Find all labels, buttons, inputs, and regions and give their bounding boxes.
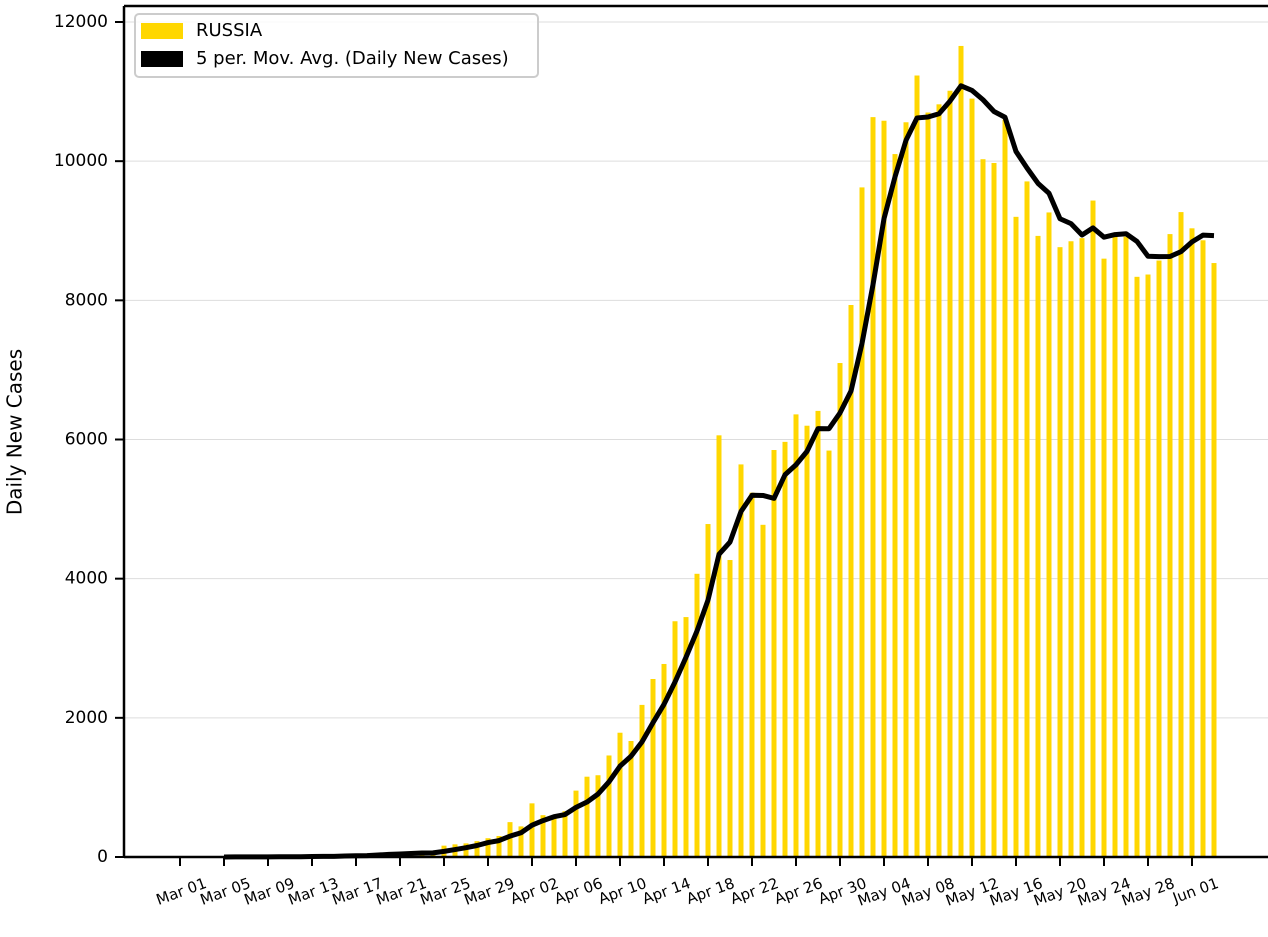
bar: [738, 464, 744, 857]
bar: [1090, 200, 1096, 857]
bar: [1079, 238, 1085, 858]
bar: [771, 450, 777, 857]
bar: [595, 775, 601, 857]
bar: [661, 663, 667, 857]
bar: [870, 117, 876, 858]
bar: [826, 450, 832, 857]
bar: [1024, 181, 1030, 858]
bar: [529, 803, 535, 857]
bar: [507, 822, 513, 857]
bar: [1057, 247, 1063, 857]
bar: [694, 573, 700, 857]
bar: [650, 679, 656, 857]
bar: [914, 75, 920, 857]
y-axis-label: Daily New Cases: [3, 349, 27, 515]
bar: [903, 122, 909, 857]
y-tick-label: 10000: [54, 151, 108, 171]
bar: [606, 755, 612, 857]
bar: [540, 815, 546, 857]
bar: [804, 425, 810, 857]
y-tick-label: 8000: [65, 290, 108, 310]
y-tick-label: 4000: [65, 569, 108, 589]
bar: [1035, 235, 1041, 857]
bar: [672, 621, 678, 857]
legend-swatch: [141, 23, 183, 39]
bar: [980, 159, 986, 858]
bar: [837, 363, 843, 857]
bar: [848, 304, 854, 857]
bar: [1189, 228, 1195, 858]
bar: [1145, 274, 1151, 858]
legend-label: RUSSIA: [196, 20, 263, 41]
bar: [1112, 234, 1118, 857]
y-tick-label: 2000: [65, 708, 108, 728]
bar: [1156, 260, 1162, 858]
bar: [1046, 212, 1052, 857]
bar: [1013, 216, 1019, 857]
bar: [925, 112, 931, 858]
bar: [628, 741, 634, 857]
bar: [474, 841, 480, 857]
legend-box: [134, 13, 539, 78]
legend-label: 5 per. Mov. Avg. (Daily New Cases): [196, 48, 509, 69]
bar: [716, 435, 722, 857]
bar: [1211, 263, 1217, 858]
y-tick-label: 0: [97, 847, 108, 867]
bar: [1200, 240, 1206, 857]
bar: [518, 826, 524, 857]
bar: [1178, 212, 1184, 857]
bar: [562, 811, 568, 857]
bar: [705, 524, 711, 857]
bar: [749, 492, 755, 857]
bar: [1101, 258, 1107, 857]
bar: [727, 560, 733, 857]
bar: [1134, 276, 1140, 857]
bar: [617, 732, 623, 857]
legend: RUSSIA 5 per. Mov. Avg. (Daily New Cases): [134, 13, 539, 78]
bar: [991, 162, 997, 857]
moving-average-line: [223, 83, 1215, 860]
bar: [815, 410, 821, 857]
bar: [584, 776, 590, 857]
bar: [639, 704, 645, 857]
bar: [496, 835, 502, 857]
bar: [1002, 119, 1008, 857]
bar: [947, 90, 953, 858]
bar: [969, 98, 975, 857]
bar: [573, 790, 579, 857]
bar: [859, 187, 865, 858]
bar: [1068, 241, 1074, 857]
bar: [958, 45, 964, 858]
bar: [782, 441, 788, 857]
bar: [936, 104, 942, 857]
y-tick-label: 12000: [54, 12, 108, 32]
bar: [1123, 236, 1129, 858]
x-tick-label: Jun 01: [1169, 874, 1221, 907]
bar: [683, 617, 689, 857]
bar: [892, 154, 898, 857]
bar: [485, 838, 491, 857]
bar: [793, 414, 799, 857]
bar: [881, 120, 887, 857]
bar: [760, 524, 766, 857]
bar: [551, 816, 557, 857]
y-tick-label: 6000: [65, 430, 108, 450]
legend-swatch: [141, 51, 183, 67]
bar: [1167, 234, 1173, 858]
